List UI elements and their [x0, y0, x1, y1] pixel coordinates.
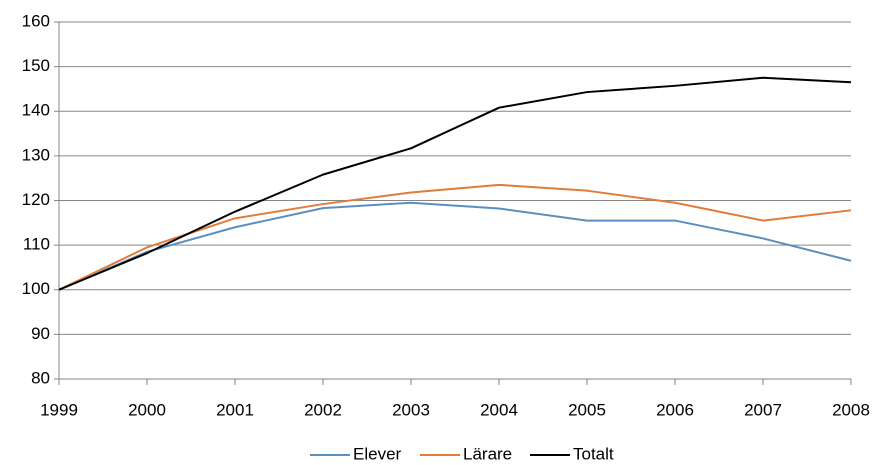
x-tick-label: 2005 [568, 400, 606, 419]
y-tick-label: 80 [31, 368, 50, 387]
x-tick-label: 2001 [216, 400, 254, 419]
x-tick-label: 2007 [744, 400, 782, 419]
legend-label: Elever [353, 444, 402, 463]
series-line [58, 76, 852, 291]
legend-label: Totalt [573, 444, 614, 463]
x-tick-label: 2003 [392, 400, 430, 419]
y-tick-label: 100 [22, 279, 50, 298]
y-tick-label: 110 [23, 235, 50, 254]
y-tick-label: 120 [22, 190, 50, 209]
x-tick-label: 2006 [656, 400, 694, 419]
x-tick-label: 2000 [128, 400, 166, 419]
y-tick-label: 90 [31, 324, 50, 343]
y-tick-label: 130 [22, 145, 50, 164]
x-tick-label: 2002 [304, 400, 342, 419]
y-tick-label: 160 [22, 11, 50, 30]
legend-label: Lärare [463, 444, 512, 463]
x-tick-label: 1999 [40, 400, 78, 419]
x-tick-label: 2004 [480, 400, 518, 419]
x-tick-label: 2008 [832, 400, 870, 419]
y-tick-label: 140 [22, 101, 50, 120]
y-tick-label: 150 [22, 56, 50, 75]
series-line [58, 201, 852, 291]
